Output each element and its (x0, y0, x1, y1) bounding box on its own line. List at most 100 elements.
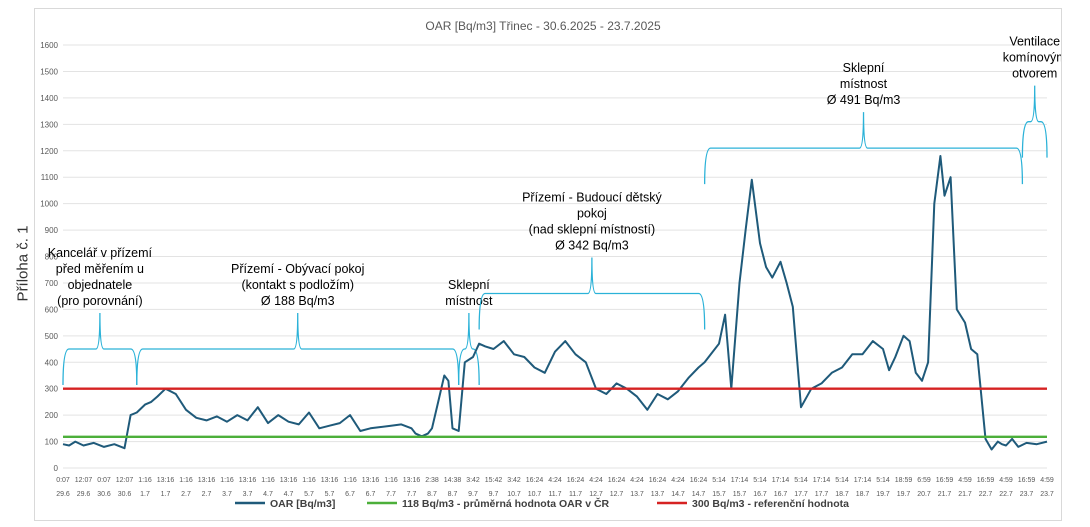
x-tick-time: 1:16 (220, 477, 234, 484)
y-tick-label: 600 (45, 305, 59, 314)
x-tick-time: 16:24 (649, 477, 667, 484)
x-tick-date: 22.7 (999, 491, 1013, 498)
x-tick-time: 1:16 (384, 477, 398, 484)
x-tick-date: 13.7 (651, 491, 665, 498)
annotation-text: otvorem (1012, 67, 1057, 81)
oar-chart: OAR [Bq/m3] Třinec - 30.6.2025 - 23.7.20… (40, 19, 1067, 510)
x-tick-date: 14.7 (692, 491, 706, 498)
x-tick-time: 13:16 (280, 477, 298, 484)
legend-label: 118 Bq/m3 - průměrná hodnota OAR v ČR (402, 497, 610, 510)
x-tick-date: 20.7 (917, 491, 931, 498)
annotation-text: objednatele (68, 278, 133, 292)
x-tick-time: 16:59 (977, 477, 995, 484)
x-tick-date: 2.7 (202, 491, 212, 498)
x-tick-date: 19.7 (876, 491, 890, 498)
x-tick-time: 18:59 (895, 477, 913, 484)
x-tick-date: 30.6 (97, 491, 111, 498)
x-tick-time: 5:14 (835, 477, 849, 484)
x-tick-time: 1:16 (302, 477, 316, 484)
x-tick-date: 12.7 (589, 491, 603, 498)
x-tick-time: 1:16 (138, 477, 152, 484)
x-tick-time: 16:59 (936, 477, 954, 484)
x-tick-time: 3:42 (466, 477, 480, 484)
x-tick-time: 17:14 (813, 477, 831, 484)
x-tick-time: 5:14 (876, 477, 890, 484)
annotation-text: Ø 491 Bq/m3 (827, 93, 901, 107)
x-tick-time: 4:24 (548, 477, 562, 484)
x-tick-time: 4:24 (630, 477, 644, 484)
annotation-bracket (1021, 85, 1048, 158)
x-tick-date: 17.7 (794, 491, 808, 498)
x-tick-date: 21.7 (938, 491, 952, 498)
x-tick-date: 15.7 (733, 491, 747, 498)
annotation-text: místnost (840, 77, 888, 91)
side-label: Příloha č. 1 (14, 225, 32, 302)
x-tick-time: 6:59 (917, 477, 931, 484)
x-tick-time: 14:38 (444, 477, 462, 484)
x-tick-time: 17:14 (731, 477, 749, 484)
annotation-bracket (478, 257, 706, 330)
chart-title: OAR [Bq/m3] Třinec - 30.6.2025 - 23.7.20… (425, 19, 661, 33)
y-tick-label: 300 (45, 385, 59, 394)
x-tick-time: 15:42 (485, 477, 503, 484)
x-tick-date: 15.7 (712, 491, 726, 498)
annotation-text: pokoj (577, 207, 607, 221)
x-tick-date: 16.7 (753, 491, 767, 498)
x-tick-labels: 0:07 29.6 12:07 29.6 0:07 30.6 12:07 30.6 1:16 1.… (56, 477, 1054, 498)
x-tick-time: 16:24 (608, 477, 626, 484)
x-tick-date: 1.7 (140, 491, 150, 498)
x-tick-time: 4:59 (999, 477, 1013, 484)
x-tick-date: 12.7 (610, 491, 624, 498)
y-tick-label: 200 (45, 411, 59, 420)
x-tick-time: 17:14 (854, 477, 872, 484)
annotation-text: Přízemí - Obývací pokoj (231, 262, 364, 276)
y-tick-label: 0 (54, 464, 59, 473)
annotation-bracket (136, 313, 460, 386)
x-tick-date: 2.7 (181, 491, 191, 498)
annotations: Kancelář v přízemí před měřením u objednat… (48, 35, 1067, 386)
grid (63, 44, 1047, 469)
x-tick-date: 3.7 (243, 491, 253, 498)
x-tick-time: 5:14 (712, 477, 726, 484)
x-tick-date: 23.7 (1040, 491, 1054, 498)
x-tick-date: 7.7 (407, 491, 417, 498)
x-tick-time: 4:24 (671, 477, 685, 484)
legend-label: 300 Bq/m3 - referenční hodnota (692, 498, 849, 510)
x-tick-date: 5.7 (325, 491, 335, 498)
x-tick-time: 12:07 (116, 477, 134, 484)
y-tick-label: 1600 (40, 41, 58, 50)
y-tick-label: 800 (45, 253, 59, 262)
annotation-text: Ø 188 Bq/m3 (261, 294, 335, 308)
x-tick-date: 21.7 (958, 491, 972, 498)
x-tick-date: 10.7 (528, 491, 542, 498)
x-tick-date: 14.7 (671, 491, 685, 498)
annotation-bracket (62, 313, 138, 386)
annotation-bracket (704, 112, 1024, 185)
x-tick-date: 29.6 (77, 491, 91, 498)
x-tick-date: 18.7 (856, 491, 870, 498)
x-tick-time: 4:59 (958, 477, 972, 484)
x-tick-time: 13:16 (403, 477, 421, 484)
y-tick-label: 1200 (40, 147, 58, 156)
x-tick-date: 10.7 (507, 491, 521, 498)
annotation-text: Kancelář v přízemí (48, 246, 153, 260)
x-tick-date: 16.7 (774, 491, 788, 498)
x-tick-date: 6.7 (366, 491, 376, 498)
x-tick-time: 0:07 (56, 477, 70, 484)
x-tick-time: 2:38 (425, 477, 439, 484)
x-tick-time: 5:14 (753, 477, 767, 484)
x-tick-time: 3:42 (507, 477, 521, 484)
x-tick-date: 3.7 (222, 491, 232, 498)
x-tick-date: 29.6 (56, 491, 70, 498)
y-tick-label: 700 (45, 279, 59, 288)
x-tick-time: 16:59 (1018, 477, 1036, 484)
x-tick-time: 13:16 (198, 477, 216, 484)
y-tick-label: 400 (45, 358, 59, 367)
x-tick-time: 4:24 (589, 477, 603, 484)
y-tick-label: 1500 (40, 67, 58, 76)
x-tick-date: 4.7 (263, 491, 273, 498)
x-tick-time: 13:16 (321, 477, 339, 484)
annotation-text: Sklepní (448, 278, 490, 292)
y-tick-label: 100 (45, 438, 59, 447)
x-tick-time: 13:16 (362, 477, 380, 484)
